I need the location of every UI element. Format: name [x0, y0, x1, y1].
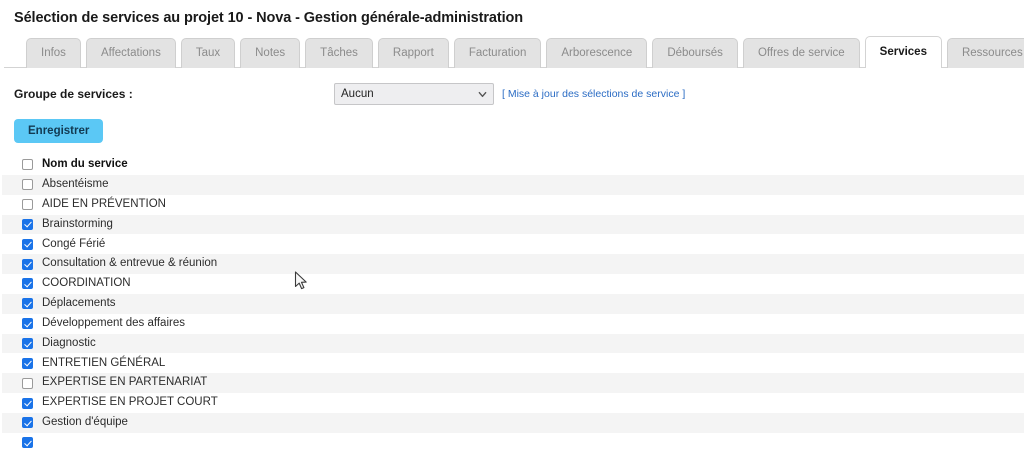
- service-label: EXPERTISE EN PROJET COURT: [42, 396, 218, 409]
- service-row[interactable]: Gestion d'équipe: [2, 412, 1024, 433]
- chevron-down-icon: [478, 91, 487, 97]
- service-row[interactable]: Congé Férié: [2, 234, 1024, 255]
- tab-list: Infos Affectations Taux Notes Tâches Rapport F…: [26, 35, 1024, 68]
- service-label: Brainstorming: [42, 217, 113, 230]
- tab-arborescence[interactable]: Arborescence: [546, 38, 648, 68]
- service-checkbox[interactable]: [22, 278, 33, 290]
- tab-affectations[interactable]: Affectations: [85, 38, 176, 68]
- service-checkbox[interactable]: [22, 437, 33, 449]
- service-checkbox[interactable]: [22, 417, 33, 429]
- tab-notes[interactable]: Notes: [240, 38, 301, 68]
- service-label: EXPERTISE EN PARTENARIAT: [42, 376, 208, 389]
- service-checkbox[interactable]: [22, 338, 33, 350]
- service-checkbox[interactable]: [22, 258, 33, 270]
- service-row[interactable]: AIDE EN PRÉVENTION: [2, 194, 1024, 215]
- service-row[interactable]: Diagnostic: [2, 333, 1024, 354]
- tab-ressources[interactable]: Ressources: [946, 38, 1024, 68]
- service-row[interactable]: Consultation & entrevue & réunion: [2, 254, 1024, 275]
- service-label: Diagnostic: [42, 336, 96, 349]
- save-button-container: Enregistrer: [0, 119, 1024, 143]
- service-row[interactable]: COORDINATION: [2, 274, 1024, 294]
- service-label: Congé Férié: [42, 237, 106, 250]
- service-checkbox[interactable]: [22, 238, 33, 250]
- save-button[interactable]: Enregistrer: [14, 119, 104, 143]
- service-list: Nom du service Absentéisme AIDE EN PRÉVENT…: [2, 155, 1024, 453]
- service-row[interactable]: Brainstorming: [2, 214, 1024, 235]
- service-row[interactable]: Déplacements: [2, 293, 1024, 314]
- tab-taux[interactable]: Taux: [180, 38, 236, 68]
- tab-d-bours-s[interactable]: Déboursés: [652, 38, 738, 68]
- service-group-row: Groupe de services : Aucun [ Mise à jour…: [0, 80, 1024, 108]
- service-row[interactable]: Absentéisme: [2, 174, 1024, 195]
- select-all-checkbox[interactable]: [22, 159, 33, 171]
- service-label: ENTRETIEN GÉNÉRAL: [42, 356, 166, 369]
- tab-services[interactable]: Services: [864, 36, 942, 68]
- service-group-select[interactable]: Aucun: [334, 83, 494, 105]
- service-row[interactable]: EXPERTISE EN PARTENARIAT: [2, 373, 1024, 394]
- service-label: Gestion d'équipe: [42, 416, 128, 429]
- service-checkbox[interactable]: [22, 298, 33, 310]
- service-list-header-row[interactable]: Nom du service: [2, 155, 1024, 175]
- tab-infos[interactable]: Infos: [26, 38, 81, 68]
- service-checkbox[interactable]: [22, 179, 33, 191]
- service-label: AIDE EN PRÉVENTION: [42, 197, 166, 210]
- tab-t-ches[interactable]: Tâches: [305, 38, 373, 68]
- page-title: Sélection de services au projet 10 - Nov…: [14, 10, 524, 26]
- service-checkbox[interactable]: [22, 397, 33, 409]
- service-label: Développement des affaires: [42, 316, 185, 329]
- service-label: Consultation & entrevue & réunion: [42, 257, 218, 270]
- service-checkbox[interactable]: [22, 218, 33, 230]
- service-row[interactable]: [2, 432, 1024, 453]
- service-row[interactable]: EXPERTISE EN PROJET COURT: [2, 393, 1024, 413]
- service-checkbox[interactable]: [22, 199, 33, 211]
- service-label: COORDINATION: [42, 277, 131, 290]
- tab-rapport[interactable]: Rapport: [377, 38, 449, 68]
- service-list-header-label: Nom du service: [42, 158, 128, 171]
- update-service-selections-link[interactable]: [ Mise à jour des sélections de service …: [502, 88, 686, 100]
- service-label: Déplacements: [42, 297, 116, 310]
- service-checkbox[interactable]: [22, 377, 33, 389]
- service-row[interactable]: ENTRETIEN GÉNÉRAL: [2, 353, 1024, 374]
- tab-facturation[interactable]: Facturation: [453, 38, 542, 68]
- service-row[interactable]: Développement des affaires: [2, 313, 1024, 334]
- service-label: Absentéisme: [42, 178, 109, 191]
- service-checkbox[interactable]: [22, 318, 33, 330]
- service-checkbox[interactable]: [22, 357, 33, 369]
- tab-bar: Infos Affectations Taux Notes Tâches Rapport F…: [0, 35, 1024, 68]
- service-group-select-value: Aucun: [341, 88, 374, 100]
- tab-offres-de-service[interactable]: Offres de service: [742, 38, 860, 68]
- service-group-label: Groupe de services :: [14, 87, 133, 101]
